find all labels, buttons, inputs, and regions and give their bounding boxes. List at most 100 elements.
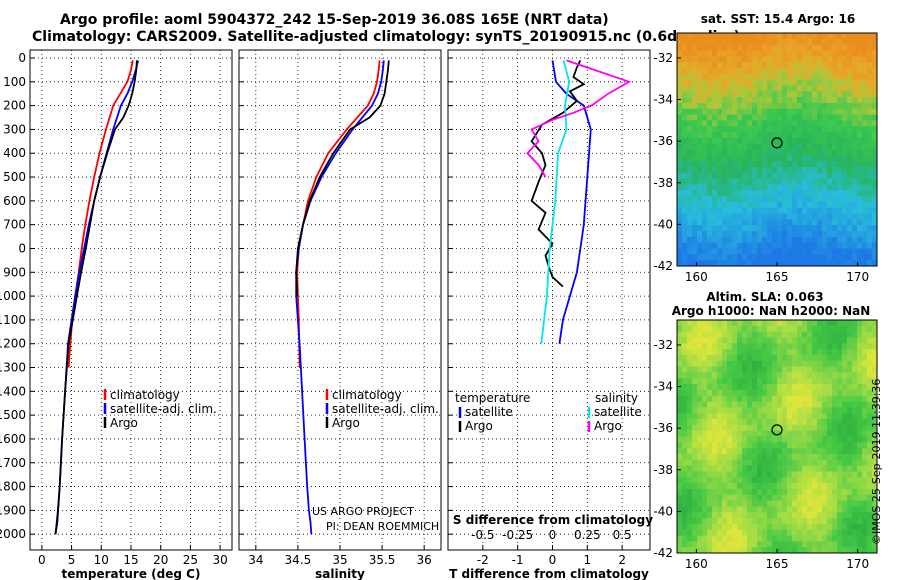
map-cell [807,459,813,467]
map-cell [742,477,748,484]
map-cell [747,366,753,373]
map-cell [807,137,813,145]
map-cell [677,201,683,209]
map-cell [832,512,838,519]
map-cell [737,248,743,255]
map-cell [842,483,848,490]
map-cell [772,488,778,496]
map-cell [677,97,683,104]
map-cell [857,389,863,397]
map-cell [817,395,823,403]
map-cell [757,248,763,255]
map-cell [787,73,793,81]
map-cell [772,389,778,397]
map-cell [872,448,877,455]
map-cell [767,535,773,542]
map-cell [682,360,688,368]
map-cell [692,254,698,261]
map-cell [787,453,793,461]
map-cell [692,172,698,180]
map-cell [802,201,808,209]
map-cell [682,196,688,203]
map-cell [822,50,828,57]
map-cell [787,172,793,180]
map-cell [772,506,778,513]
map-cell [832,73,838,81]
map-cell [747,354,753,362]
map-cell [727,85,733,92]
map-cell [742,419,748,426]
y-tick-label: 1900 [0,503,26,517]
map-cell [697,231,703,238]
map-cell [677,248,683,255]
map-cell [722,331,728,338]
map-cell [762,73,768,81]
map-cell [707,465,713,472]
map-cell [792,419,798,426]
map-cell [782,213,788,220]
map-cell [767,219,773,226]
map-cell [807,85,813,92]
map-cell [857,201,863,209]
map-cell [867,349,873,356]
map-cell [857,236,863,244]
map-cell [767,108,773,116]
map-cell [762,137,768,145]
map-cell [797,248,803,255]
map-cell [737,465,743,472]
map-cell [817,518,823,525]
map-cell [727,143,733,150]
map-cell [832,401,838,408]
map-cell [677,102,683,110]
map-cell [802,219,808,226]
legend-label: satellite [465,405,513,419]
map-cell [712,85,718,92]
map-cell [872,401,877,408]
map-cell [692,401,698,408]
map-cell [797,114,803,121]
map-cell [847,436,853,443]
map-cell [732,407,738,414]
map-cell [677,372,683,379]
y-tick-label: 400 [3,146,26,160]
map-cell [712,184,718,191]
map-cell [792,354,798,362]
map-cell [772,419,778,426]
map-cell [707,500,713,507]
map-cell [747,541,753,548]
map-cell [687,529,693,537]
map-cell [867,207,873,215]
map-cell [872,442,877,449]
map-cell [727,172,733,180]
map-cell [872,506,877,513]
map-cell [807,172,813,180]
map-cell [762,349,768,356]
map-cell [682,541,688,548]
map-cell [692,62,698,69]
map-cell [697,547,703,553]
map-cell [777,62,783,69]
map-cell [857,196,863,203]
map-cell [722,184,728,191]
map-cell [717,102,723,110]
map-cell [797,207,803,215]
map-cell [812,190,818,197]
map-cell [717,465,723,472]
map-cell [757,73,763,81]
map-cell [732,401,738,408]
map-cell [717,325,723,333]
map-cell [682,488,688,496]
map-cell [742,407,748,414]
map-cell [712,541,718,548]
map-cell [687,114,693,121]
map-cell [712,50,718,57]
map-cell [702,512,708,519]
map-cell [857,91,863,98]
map-cell [707,108,713,116]
map-cell [852,459,858,467]
map-cell [767,465,773,472]
map-cell [727,166,733,174]
map-cell [752,67,758,75]
x-tick-label: 20 [153,553,168,567]
